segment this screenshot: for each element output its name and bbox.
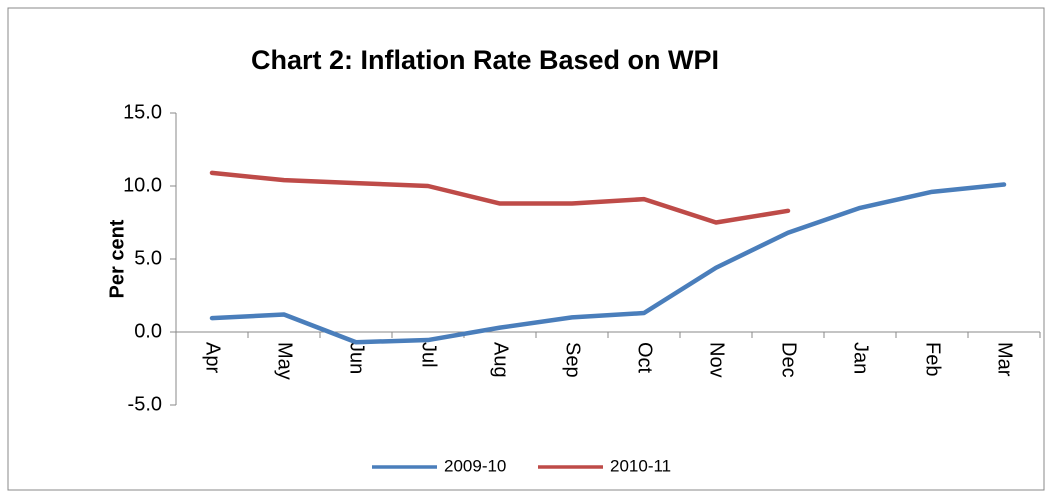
line-series [209,182,1007,345]
y-tick-label: 5.0 [134,247,162,269]
x-tick-label: Apr [202,342,224,373]
y-axis-title: Per cent [106,219,128,298]
chart-title: Chart 2: Inflation Rate Based on WPI [251,45,719,75]
legend-label: 2010-11 [610,456,671,475]
line-series [209,170,791,225]
x-tick-label: Sep [562,342,584,378]
x-tick-label: Aug [490,342,512,378]
chart-border [7,7,1045,491]
y-tick-label: 15.0 [123,101,162,123]
x-tick-label: Jan [850,342,872,374]
x-tick-label: Nov [706,342,728,378]
y-tick-label: 0.0 [134,320,162,342]
x-tick-label: Jun [346,342,368,374]
x-tick-label: Jul [418,342,440,368]
y-tick-label: -5.0 [128,393,162,415]
x-tick-label: Feb [922,342,944,376]
x-tick-label: Mar [994,342,1016,377]
legend-label: 2009-10 [444,456,506,475]
x-tick-label: Oct [634,342,656,374]
x-tick-label: May [274,342,296,380]
y-tick-label: 10.0 [123,174,162,196]
x-tick-label: Dec [778,342,800,378]
